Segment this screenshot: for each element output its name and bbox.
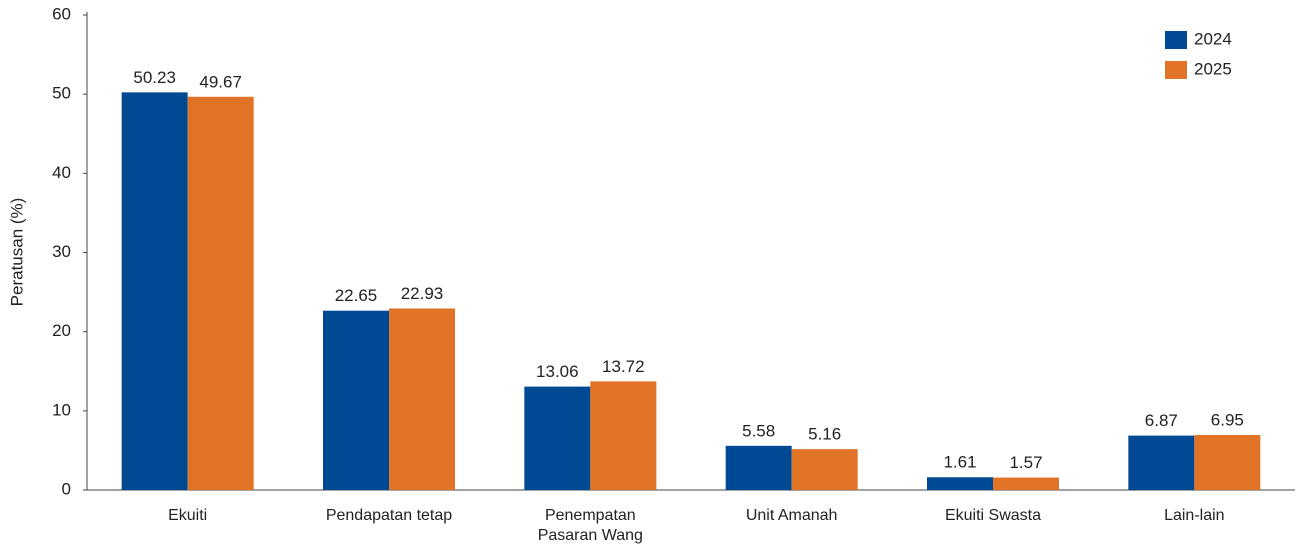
bar xyxy=(993,477,1059,490)
data-label: 1.57 xyxy=(1009,453,1042,472)
legend-label: 2024 xyxy=(1194,29,1232,48)
y-tick-label: 50 xyxy=(52,84,71,103)
data-label: 1.61 xyxy=(943,453,976,472)
y-tick-label: 40 xyxy=(52,163,71,182)
legend-swatch xyxy=(1165,61,1187,79)
y-tick-label: 0 xyxy=(62,479,71,498)
bar xyxy=(187,96,254,490)
data-label: 50.23 xyxy=(133,68,176,87)
bar xyxy=(1128,435,1195,490)
bar xyxy=(389,308,455,490)
data-label: 49.67 xyxy=(199,72,242,91)
x-tick-label: Pendapatan tetap xyxy=(325,507,453,524)
x-tick-label: Lain-lain xyxy=(1164,507,1225,524)
bar xyxy=(524,386,591,490)
bar xyxy=(590,381,657,490)
data-label: 13.72 xyxy=(602,357,645,376)
y-tick-label: 30 xyxy=(52,242,71,261)
bar xyxy=(323,310,389,490)
y-tick-label: 20 xyxy=(52,321,71,340)
legend-swatch xyxy=(1165,31,1187,49)
x-tick-label: Ekuiti xyxy=(168,507,208,524)
x-tick-label: Penempatan Pasaran Wang xyxy=(537,507,643,544)
x-tick-label: Ekuiti Swasta xyxy=(944,507,1042,524)
data-label: 5.16 xyxy=(808,425,841,444)
legend-label: 2025 xyxy=(1194,59,1232,78)
x-tick-label: Unit Amanah xyxy=(745,507,838,524)
bar xyxy=(927,477,993,490)
bar xyxy=(791,449,858,490)
y-axis-label: Peratusan (%) xyxy=(7,198,26,307)
y-tick-label: 60 xyxy=(52,4,71,23)
data-label: 6.87 xyxy=(1145,411,1178,430)
y-tick-label: 10 xyxy=(52,400,71,419)
bar xyxy=(1194,434,1261,490)
data-label: 22.65 xyxy=(335,286,378,305)
bar xyxy=(121,92,188,491)
data-label: 22.93 xyxy=(401,284,444,303)
bar xyxy=(725,445,792,490)
data-label: 13.06 xyxy=(536,362,579,381)
data-label: 5.58 xyxy=(742,421,775,440)
data-label: 6.95 xyxy=(1211,410,1244,429)
